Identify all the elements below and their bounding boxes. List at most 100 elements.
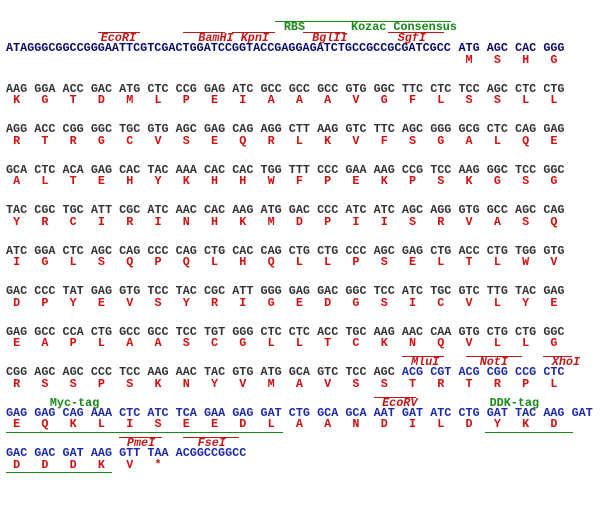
amino-acid: V (465, 295, 473, 310)
dna-codon: CTC (119, 405, 141, 420)
amino-acid: I (154, 214, 162, 229)
amino-acid: P (324, 214, 332, 229)
amino-acid: A (493, 214, 501, 229)
amino-acid: I (239, 93, 247, 107)
amino-acid: D (239, 417, 247, 431)
dna-codon: CTG (486, 243, 508, 258)
amino-acid: E (295, 295, 303, 310)
amino-acid: N (408, 336, 417, 350)
dna-codon: CTG (90, 324, 113, 339)
amino-acid: R (437, 214, 445, 229)
amino-acid: E (97, 295, 105, 310)
amino-acid: Q (267, 255, 275, 269)
dna-codon: ATC (345, 203, 367, 217)
amino-acid: T (408, 376, 417, 391)
dna-codon: TGG (515, 243, 537, 258)
amino-acid: H (239, 255, 247, 269)
amino-acid: L (493, 336, 501, 350)
amino-acid: D (13, 457, 21, 472)
amino-acid: Q (41, 417, 49, 431)
dna-codon: GAG (203, 122, 226, 136)
dna-codon: ACG (458, 365, 480, 379)
dna-codon: TTC (401, 81, 424, 96)
amino-acid: F (408, 93, 417, 107)
dna-codon: CAC (515, 41, 537, 55)
amino-acid: L (97, 417, 105, 431)
site-line (232, 32, 275, 33)
site-line (543, 356, 572, 357)
amino-acid: H (126, 174, 134, 188)
dna-codon: GTG (458, 203, 480, 217)
amino-acid: K (182, 174, 190, 188)
dna-codon: TCC (147, 284, 169, 298)
dna-codon: TAC (203, 365, 226, 379)
amino-acid: W (267, 174, 275, 188)
site-line (485, 431, 573, 433)
amino-acid: R (13, 376, 21, 391)
amino-acid: G (437, 133, 445, 148)
amino-acid: Y (493, 417, 501, 431)
dna-codon: ATC (430, 405, 452, 420)
annotation-label: KpnI (240, 31, 269, 45)
amino-acid: S (522, 214, 530, 229)
dna-codon: GTG (232, 365, 254, 379)
dna-codon: AGC (90, 243, 113, 258)
dna-codon: GAG (6, 405, 28, 420)
dna-codon: GAG (203, 81, 226, 96)
site-line (97, 32, 141, 33)
annotation-label: MluI (411, 355, 440, 369)
dna-codon: ATG (260, 365, 282, 379)
amino-acid: P (408, 174, 417, 188)
amino-acid: S (97, 255, 105, 269)
dna-codon: TCA (175, 405, 197, 420)
amino-acid: R (13, 133, 21, 148)
amino-acid: Y (13, 214, 21, 229)
amino-acid: F (295, 174, 303, 188)
dna-codon: AGC (486, 81, 508, 96)
amino-acid: L (295, 336, 303, 350)
dna-codon: CTC (288, 324, 310, 339)
dna-codon: GCC (147, 324, 169, 339)
dna-codon: AAG (373, 162, 395, 177)
amino-acid: F (380, 133, 388, 148)
amino-acid: K (69, 417, 77, 431)
amino-acid: L (211, 255, 219, 269)
amino-acid: S (352, 376, 360, 391)
amino-acid: V (324, 376, 332, 391)
amino-acid: A (295, 417, 303, 431)
amino-acid: A (324, 417, 332, 431)
dna-codon: CTC (430, 81, 452, 96)
dna-codon: ACA (62, 162, 84, 177)
dna-codon: GAC (288, 203, 310, 217)
dna-codon: ATC (232, 81, 254, 96)
amino-acid: A (295, 93, 303, 107)
amino-acid: K (97, 457, 105, 472)
dna-codon: GAG (288, 284, 310, 298)
amino-acid: V (126, 295, 134, 310)
amino-acid: I (352, 214, 360, 229)
amino-acid: A (126, 336, 134, 350)
dna-codon: CAG (232, 122, 254, 136)
amino-acid: L (69, 255, 77, 269)
dna-codon: ATC (401, 284, 424, 298)
site-line (6, 431, 284, 433)
amino-acid: Q (550, 214, 558, 229)
dna-codon: GAT (571, 405, 593, 420)
amino-acid: S (41, 376, 49, 391)
dna-codon: CCC (34, 284, 56, 298)
dna-codon: GCC (34, 324, 56, 339)
amino-acid: E (97, 174, 105, 188)
amino-acid: I (408, 295, 417, 310)
dna-codon: GGA (34, 243, 56, 258)
dna-codon: ATT (90, 203, 113, 217)
amino-acid: P (352, 255, 360, 269)
amino-acid: H (211, 174, 219, 188)
dna-codon: AGC (373, 365, 395, 379)
dna-codon: CTC (34, 162, 56, 177)
site-line (274, 21, 346, 22)
dna-codon: CAG (515, 122, 537, 136)
dna-codon: AAG (458, 162, 480, 177)
dna-codon: GAG (6, 324, 28, 339)
amino-acid: K (324, 133, 332, 148)
dna-codon: GCA (288, 365, 310, 379)
